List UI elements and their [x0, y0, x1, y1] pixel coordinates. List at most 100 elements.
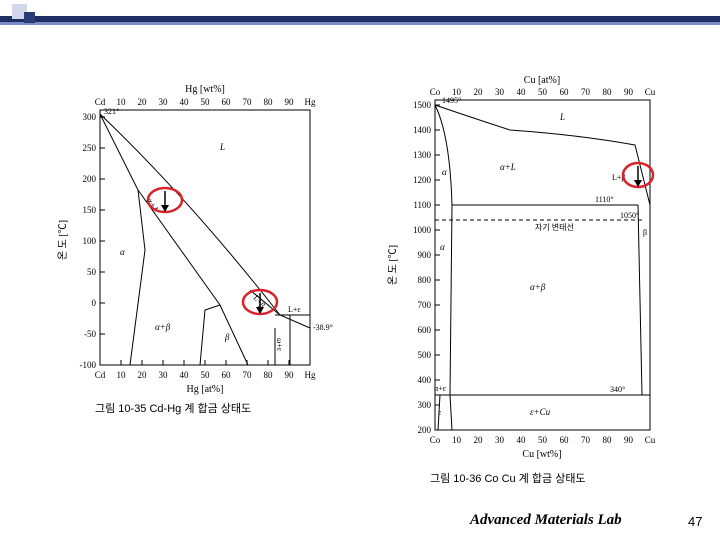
svg-text:50: 50	[538, 435, 548, 445]
bottom-axis-label: Hg [at%]	[187, 384, 224, 395]
region-alpha: α	[440, 242, 445, 252]
region-Leps: L+ε	[288, 305, 301, 314]
deco-sq-2	[24, 12, 35, 23]
svg-text:60: 60	[222, 97, 232, 107]
region-alphaL: α+L	[500, 162, 516, 172]
svg-text:-100: -100	[80, 360, 97, 370]
melt-co: 1495°	[442, 96, 461, 105]
y-ticks: 200 300 400 500 600 700 800 900 1000 1100 1200 1…	[413, 100, 432, 435]
svg-text:Cu: Cu	[645, 87, 656, 97]
svg-text:Hg: Hg	[305, 97, 316, 107]
svg-text:20: 20	[474, 435, 484, 445]
svg-text:10: 10	[117, 370, 127, 380]
right-caption: 그림 10-36 Co Cu 계 합금 상태도	[430, 470, 586, 486]
region-epsCu: ε+Cu	[530, 407, 551, 417]
svg-text:150: 150	[83, 205, 97, 215]
svg-text:60: 60	[560, 87, 570, 97]
region-alphaBeta: α+β	[155, 322, 171, 332]
right-diagram: 200 300 400 500 600 700 800 900 1000 1100 1200 1…	[380, 75, 690, 475]
svg-text:600: 600	[418, 325, 432, 335]
melt-cd: 321°	[104, 107, 119, 116]
svg-text:400: 400	[418, 375, 432, 385]
svg-text:50: 50	[201, 97, 211, 107]
svg-text:50: 50	[201, 370, 211, 380]
top-axis-label: Cu [at%]	[524, 75, 560, 86]
svg-text:Co: Co	[430, 87, 441, 97]
svg-text:70: 70	[243, 370, 253, 380]
temp2: 1050°	[620, 211, 639, 220]
y-axis-label: 온 도 [℃]	[57, 220, 69, 260]
svg-text:300: 300	[418, 400, 432, 410]
page-number: 47	[688, 514, 702, 529]
svg-text:Co: Co	[430, 435, 441, 445]
highlight-3	[623, 163, 653, 187]
svg-text:90: 90	[624, 435, 634, 445]
svg-text:1000: 1000	[413, 225, 432, 235]
svg-text:0: 0	[92, 298, 97, 308]
mag-trans: 자기 변태선	[535, 222, 574, 232]
region-alpha: α	[120, 247, 125, 257]
region-alphaBeta: α+β	[530, 282, 546, 292]
svg-text:90: 90	[285, 97, 295, 107]
svg-text:20: 20	[138, 97, 148, 107]
svg-text:80: 80	[603, 435, 613, 445]
left-caption: 그림 10-35 Cd-Hg 계 합금 상태도	[95, 400, 251, 416]
svg-text:300: 300	[83, 112, 97, 122]
x-ticks-bottom: Cd 102030 405060 708090 Hg	[95, 370, 316, 380]
svg-text:10: 10	[117, 97, 127, 107]
svg-text:Cd: Cd	[95, 97, 106, 107]
svg-text:40: 40	[517, 87, 527, 97]
top-axis-label: Hg [wt%]	[185, 84, 225, 95]
svg-text:20: 20	[138, 370, 148, 380]
temp3: 340°	[610, 385, 625, 394]
svg-text:40: 40	[517, 435, 527, 445]
svg-text:1300: 1300	[413, 150, 432, 160]
svg-text:Cd: Cd	[95, 370, 106, 380]
svg-text:100: 100	[83, 236, 97, 246]
left-diagram: -100 -50 0 50 100 150 200 250 300 Cd 10 2…	[50, 80, 350, 410]
svg-text:900: 900	[418, 250, 432, 260]
bottom-axis-label: Cu [wt%]	[522, 449, 561, 460]
svg-text:500: 500	[418, 350, 432, 360]
region-beta: β	[643, 228, 647, 237]
svg-text:1100: 1100	[413, 200, 431, 210]
svg-text:40: 40	[180, 97, 190, 107]
svg-text:30: 30	[495, 87, 505, 97]
region-L: L	[219, 142, 225, 152]
svg-text:Cu: Cu	[645, 435, 656, 445]
svg-text:10: 10	[452, 435, 462, 445]
svg-text:-50: -50	[84, 329, 96, 339]
svg-text:70: 70	[243, 97, 253, 107]
svg-text:200: 200	[418, 425, 432, 435]
footer-lab: Advanced Materials Lab	[470, 512, 622, 529]
svg-text:60: 60	[560, 435, 570, 445]
deco-bar-light	[0, 22, 720, 25]
svg-text:700: 700	[418, 300, 432, 310]
svg-text:1500: 1500	[413, 100, 432, 110]
region-omegaEps: ω+ε	[275, 338, 284, 352]
y-axis-label: 온 도 [℃]	[387, 245, 399, 285]
phase-lines	[435, 105, 650, 430]
svg-text:90: 90	[624, 87, 634, 97]
svg-text:1200: 1200	[413, 175, 432, 185]
highlight-2	[243, 290, 277, 314]
svg-text:50: 50	[87, 267, 97, 277]
svg-text:20: 20	[474, 87, 484, 97]
svg-text:80: 80	[603, 87, 613, 97]
svg-text:Hg: Hg	[305, 370, 316, 380]
svg-text:90: 90	[285, 370, 295, 380]
svg-text:60: 60	[222, 370, 232, 380]
hg-melt: -38.9°	[313, 323, 333, 332]
region-beta: β	[224, 332, 230, 342]
svg-text:250: 250	[83, 143, 97, 153]
svg-text:70: 70	[581, 87, 591, 97]
region-L: L	[559, 112, 565, 122]
svg-text:200: 200	[83, 174, 97, 184]
phase-lines	[100, 114, 310, 365]
svg-text:1400: 1400	[413, 125, 432, 135]
svg-text:80: 80	[264, 370, 274, 380]
svg-text:800: 800	[418, 275, 432, 285]
region-eps: ε	[438, 408, 442, 417]
svg-text:30: 30	[159, 97, 169, 107]
x-ticks-top: Cd 102030 405060 708090 Hg	[95, 97, 316, 107]
